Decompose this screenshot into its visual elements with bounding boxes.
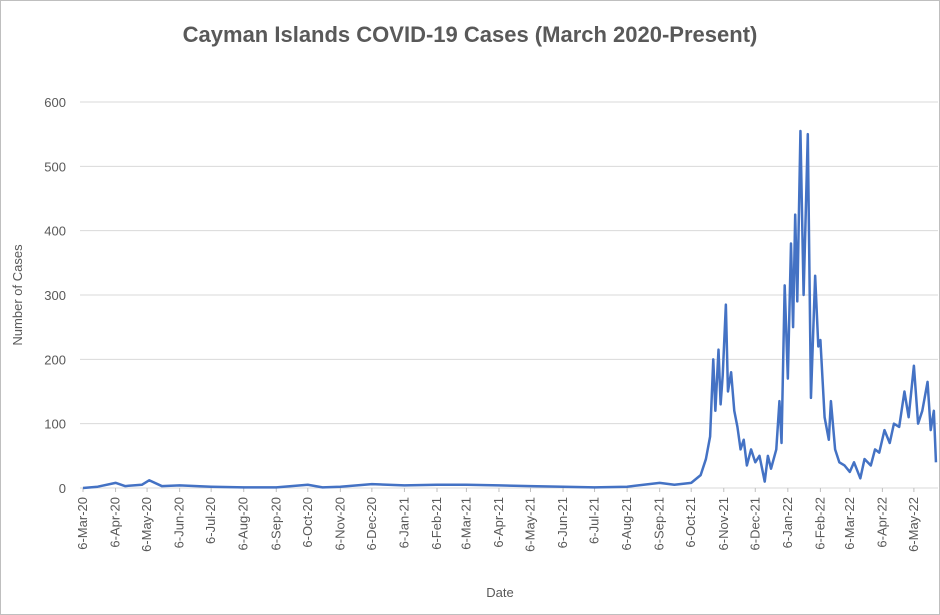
x-tick-label: 6-Mar-22 — [842, 497, 857, 550]
x-tick-label: 6-Feb-22 — [812, 497, 827, 550]
x-tick-label: 6-Apr-22 — [874, 497, 889, 548]
x-tick-label: 6-Oct-21 — [683, 497, 698, 548]
x-tick-label: 6-Apr-21 — [491, 497, 506, 548]
x-tick-label: 6-Dec-20 — [364, 497, 379, 550]
x-tick-label: 6-May-20 — [139, 497, 154, 552]
y-axis-label: Number of Cases — [10, 244, 25, 346]
chart-title: Cayman Islands COVID-19 Cases (March 202… — [183, 22, 758, 47]
x-tick-label: 6-Nov-20 — [332, 497, 347, 550]
x-tick-label: 6-Dec-21 — [747, 497, 762, 550]
y-tick-label: 500 — [44, 159, 66, 174]
x-tick-label: 6-Feb-21 — [429, 497, 444, 550]
x-tick-label: 6-May-22 — [906, 497, 921, 552]
y-tick-label: 200 — [44, 352, 66, 367]
x-tick-label: 6-Aug-21 — [619, 497, 634, 550]
x-tick-label: 6-Jun-21 — [555, 497, 570, 548]
x-tick-label: 6-Jun-20 — [172, 497, 187, 548]
x-tick-label: 6-Jul-20 — [203, 497, 218, 544]
x-tick-label: 6-Aug-20 — [236, 497, 251, 550]
data-line — [82, 129, 938, 490]
x-tick-label: 6-Nov-21 — [716, 497, 731, 550]
y-tick-label: 400 — [44, 224, 66, 239]
x-tick-label: 6-Oct-20 — [300, 497, 315, 548]
x-tick-label: 6-Jul-21 — [587, 497, 602, 544]
x-tick-label: 6-Jan-22 — [780, 497, 795, 548]
x-tick-label: 6-Sep-21 — [652, 497, 667, 550]
y-tick-label: 300 — [44, 288, 66, 303]
y-tick-label: 100 — [44, 417, 66, 432]
y-tick-label: 600 — [44, 95, 66, 110]
x-tick-label: 6-Mar-20 — [75, 497, 90, 550]
x-tick-label: 6-May-21 — [522, 497, 537, 552]
x-tick-label: 6-Mar-21 — [458, 497, 473, 550]
x-tick-label: 6-Sep-20 — [268, 497, 283, 550]
y-tick-label: 0 — [59, 481, 66, 496]
x-tick-label: 6-Apr-20 — [108, 497, 123, 548]
x-axis-label: Date — [486, 585, 513, 600]
x-tick-label: 6-Jan-21 — [396, 497, 411, 548]
